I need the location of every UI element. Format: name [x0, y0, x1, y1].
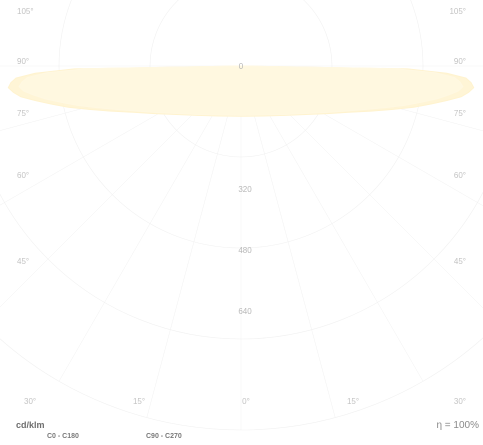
legend-c90-c270: C90 - C270 [146, 433, 182, 440]
grid-radial-line [58, 65, 242, 382]
light-distribution-curves [7, 65, 475, 117]
angle-label-bottom: 30° [454, 397, 466, 406]
angle-label-right: 45° [454, 257, 466, 266]
grid-circle [0, 191, 483, 340]
angle-label-bottom: 15° [347, 397, 359, 406]
axis-labels: 105° 90° 75° 60° 45° 105° 90° 75° 60° 45° 30° 15° 0°… [17, 7, 466, 406]
radial-value-label: 320 [238, 185, 252, 194]
grid-radial-line [240, 65, 424, 382]
angle-label-bottom: 30° [24, 397, 36, 406]
legend-c0-c180: C0 - C180 [47, 433, 79, 440]
angle-label-left: 75° [17, 109, 29, 118]
radial-value-label: 640 [238, 307, 252, 316]
angle-label-bottom: 15° [133, 397, 145, 406]
radial-label-zero: 0 [239, 62, 244, 71]
radial-value-label: 480 [238, 246, 252, 255]
angle-label-bottom: 0° [242, 397, 250, 406]
chart-footer: cd/klm η = 100% C0 - C180 C90 - C270 [0, 420, 483, 445]
angle-label-left: 45° [17, 257, 29, 266]
angle-label-left: 90° [17, 57, 29, 66]
angle-label-right: 90° [454, 57, 466, 66]
grid-radial-line [240, 65, 336, 418]
unit-label: cd/klm [16, 420, 45, 430]
angle-label-left: 60° [17, 171, 29, 180]
angle-label-right: 105° [449, 7, 466, 16]
angle-label-left: 105° [17, 7, 34, 16]
angle-label-right: 75° [454, 109, 466, 118]
efficiency-label: η = 100% [436, 420, 479, 431]
curve-c90-c270 [18, 65, 464, 116]
angle-label-right: 60° [454, 171, 466, 180]
grid-radial-line [146, 65, 242, 418]
